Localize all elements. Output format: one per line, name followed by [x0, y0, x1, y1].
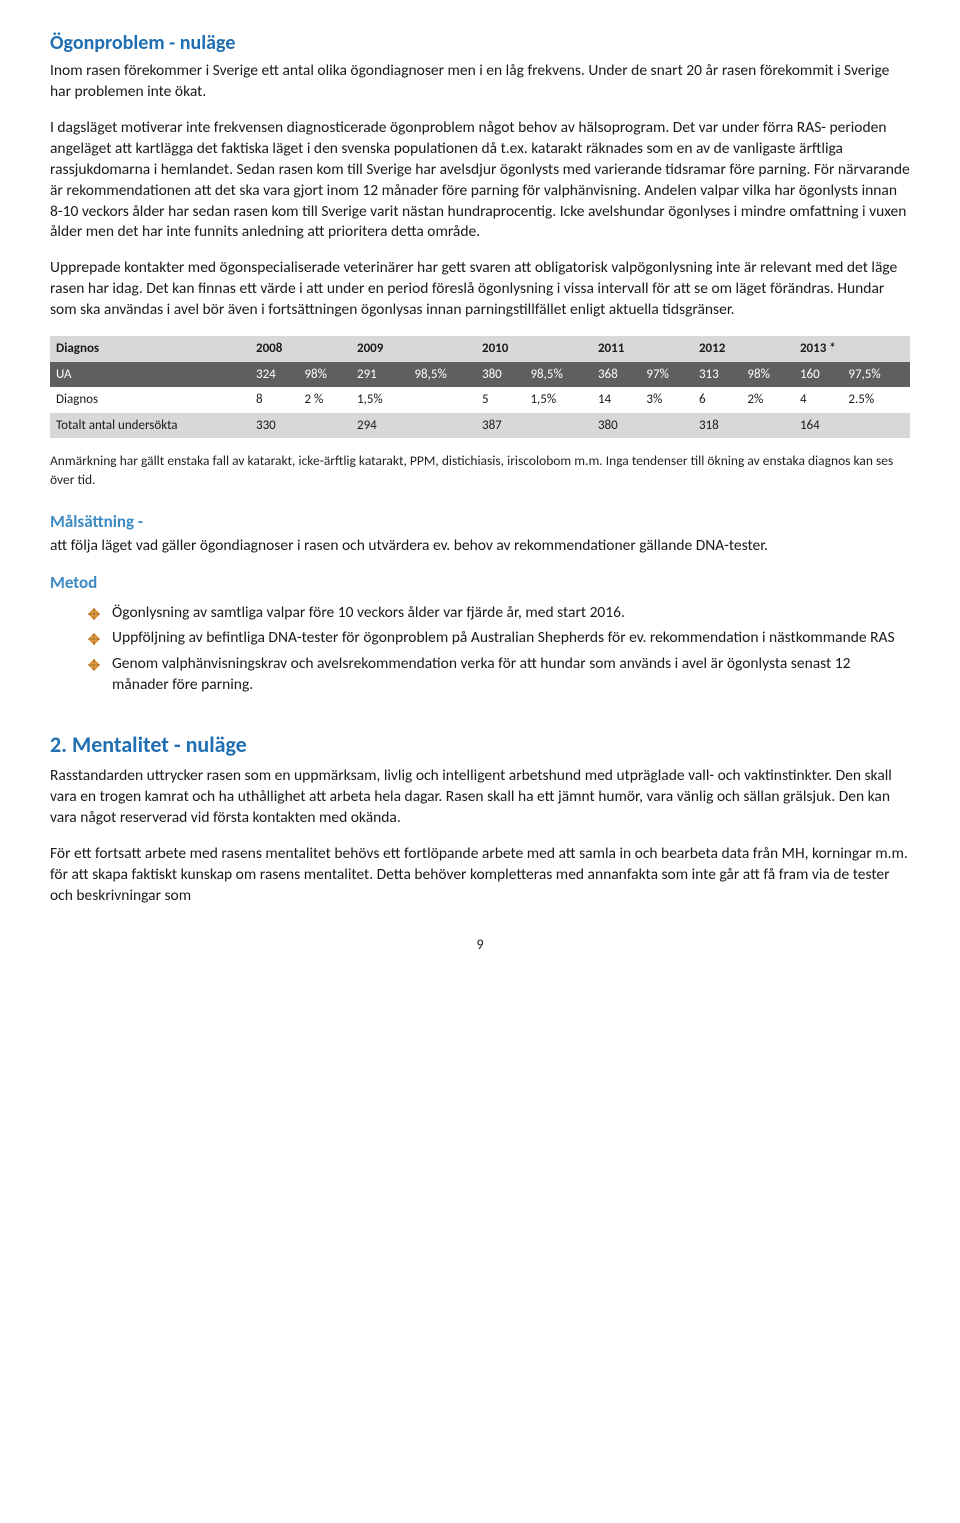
cell: 14 [592, 387, 640, 413]
cell: 380 [592, 413, 640, 439]
cell: 98% [298, 362, 351, 388]
cell: 330 [250, 413, 298, 439]
cell: Totalt antal undersökta [50, 413, 250, 439]
cell: 8 [250, 387, 298, 413]
method-item-2: Uppföljning av befintliga DNA-tester för… [88, 628, 910, 649]
cell [524, 413, 592, 439]
cell: 1,5% [524, 387, 592, 413]
method-text: Genom valphänvisningskrav och avelsrekom… [112, 654, 850, 694]
th-2012: 2012 [693, 336, 794, 362]
cell: 97,5% [842, 362, 910, 388]
cell: 368 [592, 362, 640, 388]
th-2010: 2010 [476, 336, 592, 362]
cell: 313 [693, 362, 741, 388]
method-text: Uppföljning av befintliga DNA-tester för… [112, 628, 895, 647]
cell [408, 413, 476, 439]
cell: 294 [351, 413, 408, 439]
table-row-ua: UA 324 98% 291 98,5% 380 98,5% 368 97% 3… [50, 362, 910, 388]
method-item-3: Genom valphänvisningskrav och avelsrekom… [88, 654, 910, 696]
cell: UA [50, 362, 250, 388]
cell: 98,5% [524, 362, 592, 388]
cell: Diagnos [50, 387, 250, 413]
cell: 2% [741, 387, 794, 413]
table-row-totalt: Totalt antal undersökta 330 294 387 380 … [50, 413, 910, 439]
goal-text: att följa läget vad gäller ögondiagnoser… [50, 536, 910, 557]
cell: 1,5% [351, 387, 408, 413]
paragraph-intro-3: Upprepade kontakter med ögonspecialisera… [50, 258, 910, 321]
cell [640, 413, 693, 439]
heading-malsattning: Målsättning - [50, 511, 910, 534]
bullet-icon [88, 631, 100, 643]
heading-metod: Metod [50, 572, 910, 595]
heading-ogonproblem: Ögonproblem - nuläge [50, 30, 910, 57]
cell: 4 [794, 387, 842, 413]
th-diagnos: Diagnos [50, 336, 250, 362]
cell: 97% [640, 362, 693, 388]
method-item-1: Ögonlysning av samtliga valpar före 10 v… [88, 603, 910, 624]
th-2011: 2011 [592, 336, 693, 362]
cell [741, 413, 794, 439]
cell: 318 [693, 413, 741, 439]
cell: 387 [476, 413, 524, 439]
cell [298, 413, 351, 439]
paragraph-intro-2: I dagsläget motiverar inte frekvensen di… [50, 118, 910, 244]
cell: 160 [794, 362, 842, 388]
cell: 98% [741, 362, 794, 388]
cell: 2 % [298, 387, 351, 413]
bullet-icon [88, 606, 100, 618]
method-text: Ögonlysning av samtliga valpar före 10 v… [112, 603, 625, 622]
cell: 380 [476, 362, 524, 388]
th-2013: 2013 * [794, 336, 910, 362]
table-footnote: Anmärkning har gällt enstaka fall av kat… [50, 452, 910, 488]
bullet-icon [88, 657, 100, 669]
cell: 3% [640, 387, 693, 413]
cell: 6 [693, 387, 741, 413]
table-row-diagnos: Diagnos 8 2 % 1,5% 5 1,5% 14 3% 6 2% 4 2… [50, 387, 910, 413]
page-number: 9 [50, 936, 910, 955]
th-2008: 2008 [250, 336, 351, 362]
cell: 291 [351, 362, 408, 388]
paragraph-intro-1: Inom rasen förekommer i Sverige ett anta… [50, 61, 910, 103]
cell: 5 [476, 387, 524, 413]
cell: 164 [794, 413, 842, 439]
th-2009: 2009 [351, 336, 476, 362]
cell: 324 [250, 362, 298, 388]
cell: 2.5% [842, 387, 910, 413]
diagnos-table: Diagnos 2008 2009 2010 2011 2012 2013 * … [50, 336, 910, 438]
cell [842, 413, 910, 439]
cell [408, 387, 476, 413]
table-header-row: Diagnos 2008 2009 2010 2011 2012 2013 * [50, 336, 910, 362]
cell: 98,5% [408, 362, 476, 388]
paragraph-mentalitet-1: Rasstandarden uttrycker rasen som en upp… [50, 766, 910, 829]
paragraph-mentalitet-2: För ett fortsatt arbete med rasens menta… [50, 844, 910, 907]
heading-mentalitet: 2. Mentalitet - nuläge [50, 730, 910, 760]
method-list: Ögonlysning av samtliga valpar före 10 v… [88, 603, 910, 697]
